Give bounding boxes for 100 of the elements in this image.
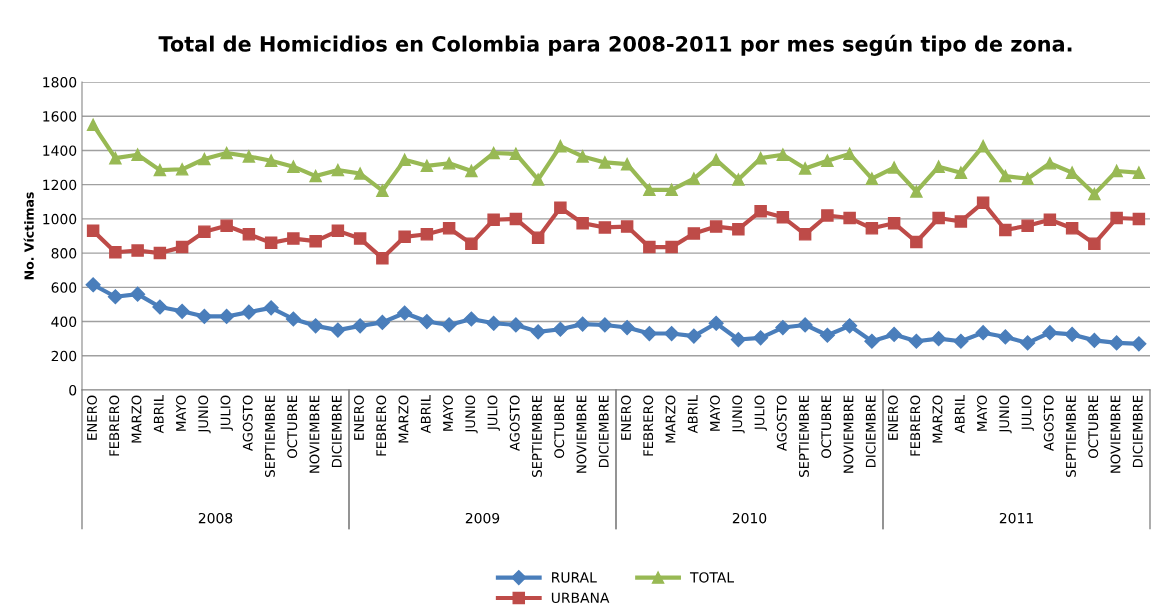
x-tick-label: AGOSTO — [509, 395, 520, 451]
x-tick-label: MAYO — [175, 395, 186, 431]
x-tick-label: AGOSTO — [1043, 395, 1054, 451]
point — [487, 213, 500, 226]
point — [619, 319, 635, 336]
text: 2009 — [465, 512, 500, 524]
point — [598, 156, 612, 169]
point — [397, 305, 413, 321]
point — [665, 183, 678, 197]
point — [531, 173, 545, 186]
x-tick-label: MARZO — [665, 395, 676, 443]
x-tick-label: FEBRERO — [643, 395, 654, 456]
point — [509, 212, 523, 226]
x-tick-label: DICIEMBRE — [598, 395, 609, 467]
point — [1132, 166, 1146, 179]
point — [264, 154, 278, 167]
point — [554, 201, 567, 215]
point — [954, 166, 968, 179]
y-tick-label: 1400 — [43, 145, 77, 156]
x-tick-label: OCTUBRE — [554, 395, 565, 458]
point — [886, 326, 902, 342]
point — [376, 251, 389, 265]
point — [220, 219, 233, 232]
point — [1088, 187, 1101, 201]
point — [843, 211, 856, 225]
point — [576, 150, 589, 163]
point — [107, 289, 123, 305]
point — [597, 317, 613, 333]
x-tick-label: JULIO — [487, 395, 500, 431]
point — [1110, 211, 1123, 225]
y-tick-label: 600 — [51, 282, 77, 293]
point — [865, 222, 879, 235]
point — [465, 237, 478, 250]
point — [175, 240, 189, 254]
x-tick-label: AGOSTO — [242, 395, 253, 451]
point — [976, 139, 990, 153]
point — [643, 240, 656, 254]
point — [754, 204, 767, 218]
point — [287, 232, 300, 245]
point — [665, 240, 678, 254]
point — [999, 169, 1012, 183]
point — [932, 160, 945, 173]
point — [1088, 237, 1101, 250]
point — [353, 232, 367, 245]
point — [552, 321, 568, 337]
x-tick-label: JULIO — [1021, 395, 1034, 431]
x-tick-label: ABRIL — [954, 394, 965, 434]
point — [219, 308, 235, 324]
x-tick-label: OCTUBRE — [821, 395, 832, 458]
point — [309, 234, 322, 248]
point — [242, 228, 256, 241]
point — [263, 300, 279, 316]
point — [1065, 222, 1079, 235]
point — [152, 299, 168, 315]
point — [687, 227, 701, 240]
x-tick-label: ENERO — [86, 395, 97, 440]
y-tick-label: 1600 — [43, 111, 77, 122]
point — [997, 329, 1013, 345]
x-tick-label: ABRIL — [153, 394, 164, 434]
x-tick-label: JULIO — [754, 395, 767, 431]
point — [331, 224, 345, 238]
point — [1086, 332, 1102, 348]
point — [85, 277, 101, 293]
point — [308, 318, 324, 334]
point — [463, 311, 479, 327]
point — [732, 222, 745, 236]
point — [86, 118, 100, 132]
point — [241, 304, 257, 320]
point — [975, 325, 991, 341]
point — [198, 225, 211, 238]
point — [1064, 326, 1080, 342]
point — [109, 246, 122, 259]
point — [686, 328, 702, 344]
point — [441, 317, 457, 333]
point — [486, 315, 502, 331]
point — [420, 159, 434, 173]
point — [264, 236, 278, 250]
point — [420, 228, 434, 241]
text: 2008 — [198, 512, 233, 524]
y-axis-title: No. Víctimas — [23, 192, 34, 280]
x-tick-label: JUNIO — [732, 395, 745, 434]
point — [843, 147, 856, 161]
x-tick-label: FEBRERO — [910, 395, 921, 456]
chart-title: Total de Homicidios en Colombia para 2008-2011 por mes según tipo de zona. — [158, 34, 1072, 56]
point — [1043, 213, 1057, 226]
point — [620, 220, 634, 233]
point — [798, 228, 812, 241]
point — [708, 315, 724, 331]
point — [86, 224, 100, 238]
point — [1020, 335, 1036, 351]
point — [910, 235, 923, 249]
legend-label: URBANA — [551, 592, 610, 604]
x-tick-label: ABRIL — [420, 394, 431, 434]
x-tick-label: OCTUBRE — [287, 395, 298, 458]
point — [819, 327, 835, 343]
x-tick-label: NOVIEMBRE — [1110, 395, 1121, 473]
point — [220, 146, 233, 160]
x-tick-label: ABRIL — [687, 394, 698, 434]
point — [730, 331, 746, 348]
x-tick-label: DICIEMBRE — [331, 395, 342, 467]
